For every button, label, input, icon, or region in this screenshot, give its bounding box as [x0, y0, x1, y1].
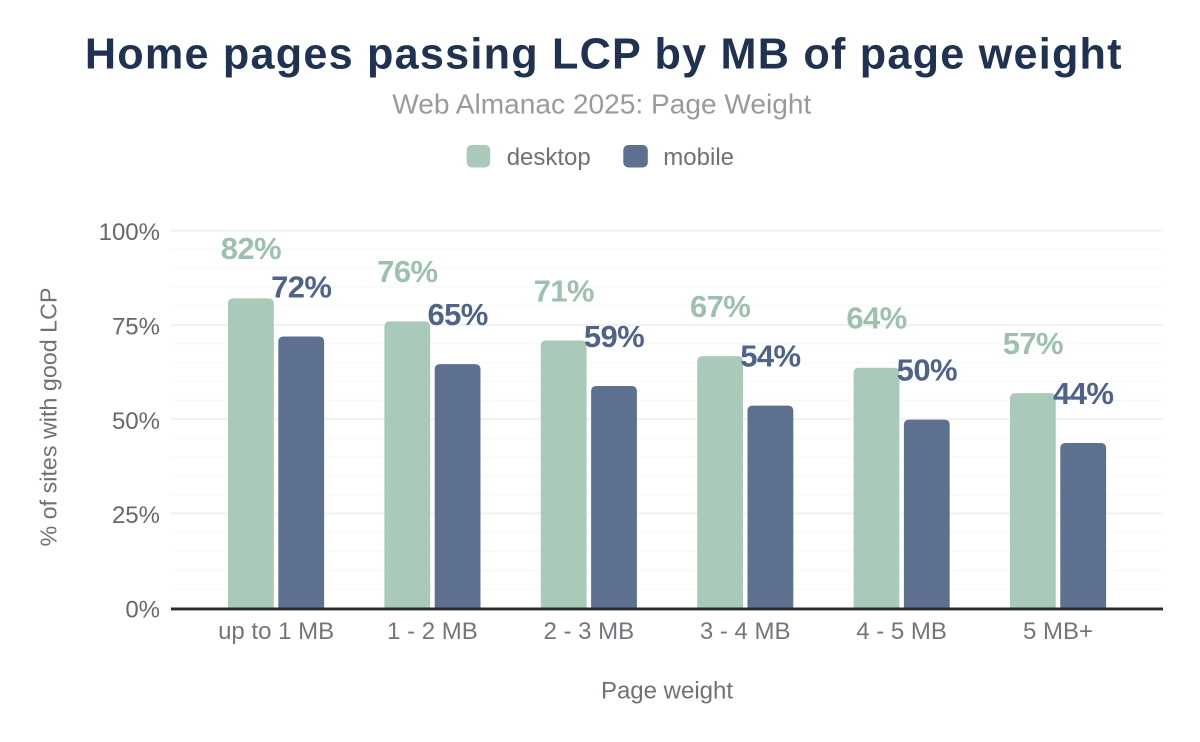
- svg-text:64%: 64%: [846, 301, 906, 336]
- svg-text:54%: 54%: [740, 338, 800, 373]
- svg-text:59%: 59%: [584, 319, 644, 354]
- svg-text:50%: 50%: [897, 352, 957, 387]
- svg-text:Home pages passing LCP by MB o: Home pages passing LCP by MB of page wei…: [85, 31, 1123, 79]
- svg-text:1 - 2 MB: 1 - 2 MB: [387, 618, 478, 645]
- svg-text:65%: 65%: [427, 297, 487, 332]
- svg-text:50%: 50%: [112, 408, 160, 435]
- svg-text:71%: 71%: [534, 273, 594, 308]
- svg-text:82%: 82%: [221, 231, 281, 266]
- svg-text:up to 1 MB: up to 1 MB: [218, 618, 334, 645]
- svg-text:2 - 3 MB: 2 - 3 MB: [543, 618, 634, 645]
- svg-text:0%: 0%: [125, 597, 160, 624]
- svg-text:desktop: desktop: [507, 144, 591, 171]
- svg-text:mobile: mobile: [663, 144, 734, 171]
- svg-text:3 - 4 MB: 3 - 4 MB: [700, 618, 791, 645]
- svg-text:100%: 100%: [99, 219, 160, 246]
- svg-text:Page weight: Page weight: [601, 678, 733, 705]
- svg-text:5 MB+: 5 MB+: [1023, 618, 1093, 645]
- svg-text:75%: 75%: [112, 313, 160, 340]
- svg-text:57%: 57%: [1003, 326, 1063, 361]
- svg-text:72%: 72%: [271, 269, 331, 304]
- svg-text:44%: 44%: [1053, 376, 1113, 411]
- svg-text:4 - 5 MB: 4 - 5 MB: [856, 618, 947, 645]
- svg-text:Web Almanac 2025: Page Weight: Web Almanac 2025: Page Weight: [392, 89, 811, 120]
- svg-text:% of sites with good LCP: % of sites with good LCP: [36, 288, 62, 547]
- svg-text:67%: 67%: [690, 289, 750, 324]
- svg-text:76%: 76%: [377, 254, 437, 289]
- svg-text:25%: 25%: [112, 502, 160, 529]
